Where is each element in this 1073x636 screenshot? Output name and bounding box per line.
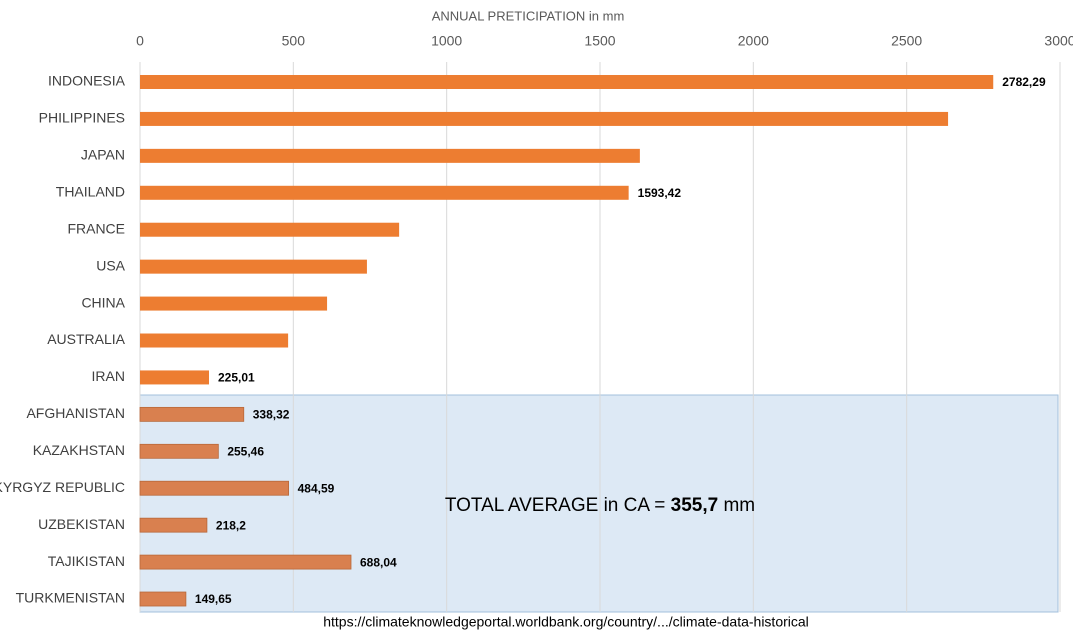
bar <box>139 406 245 422</box>
bar <box>139 443 219 459</box>
x-tick-label: 1500 <box>584 33 615 49</box>
x-tick-label: 1000 <box>431 33 462 49</box>
y-tick-label: TAJIKISTAN <box>48 553 125 569</box>
bar <box>139 480 290 496</box>
annotation-prefix: TOTAL AVERAGE in CA = <box>445 495 671 516</box>
y-tick-label: FRANCE <box>67 220 125 236</box>
y-tick-label: THAILAND <box>56 183 125 199</box>
bar <box>139 517 208 533</box>
bar <box>140 148 640 163</box>
x-tick-label: 500 <box>282 33 306 49</box>
y-tick-label: KYRGYZ REPUBLIC <box>0 479 125 495</box>
x-tick-label: 3000 <box>1044 33 1073 49</box>
value-label: 225,01 <box>218 371 255 385</box>
bar <box>140 222 400 237</box>
annotation-value: 355,7 <box>671 495 719 516</box>
annotation-suffix: mm <box>718 495 755 516</box>
y-tick-label: JAPAN <box>81 147 125 163</box>
value-label: 255,46 <box>227 444 264 458</box>
value-label: 149,65 <box>195 592 232 606</box>
source: https://climateknowledgeportal.worldbank… <box>323 614 809 630</box>
y-tick-label: KAZAKHSTAN <box>33 442 125 458</box>
y-tick-label: AUSTRALIA <box>47 331 125 347</box>
value-label: 2782,29 <box>1002 75 1046 89</box>
value-label: 1593,42 <box>638 186 682 200</box>
bar <box>140 185 629 200</box>
bar <box>139 591 187 607</box>
annotation: TOTAL AVERAGE in CA = 355,7 mm <box>445 495 755 516</box>
y-tick-label: PHILIPPINES <box>39 110 125 126</box>
bar <box>140 75 994 89</box>
value-label: 338,32 <box>253 408 290 422</box>
y-tick-label: INDONESIA <box>48 73 126 89</box>
value-label: 218,2 <box>216 518 246 532</box>
value-label: 484,59 <box>298 481 335 495</box>
bar <box>140 370 210 385</box>
y-tick-label: USA <box>96 257 125 273</box>
bar <box>140 296 328 311</box>
axis-title: ANNUAL PRETICIPATION in mm <box>432 8 625 23</box>
bar <box>140 111 949 126</box>
bar <box>139 554 352 570</box>
value-label: 688,04 <box>360 555 397 569</box>
y-tick-label: TURKMENISTAN <box>16 590 125 606</box>
y-tick-label: AFGHANISTAN <box>26 405 125 421</box>
y-tick-label: IRAN <box>92 368 125 384</box>
bar <box>140 333 289 348</box>
y-tick-label: UZBEKISTAN <box>38 516 125 532</box>
x-tick-label: 2000 <box>738 33 769 49</box>
x-tick-label: 2500 <box>891 33 922 49</box>
y-tick-label: CHINA <box>81 294 125 310</box>
bar <box>140 259 367 274</box>
x-tick-label: 0 <box>136 33 144 49</box>
